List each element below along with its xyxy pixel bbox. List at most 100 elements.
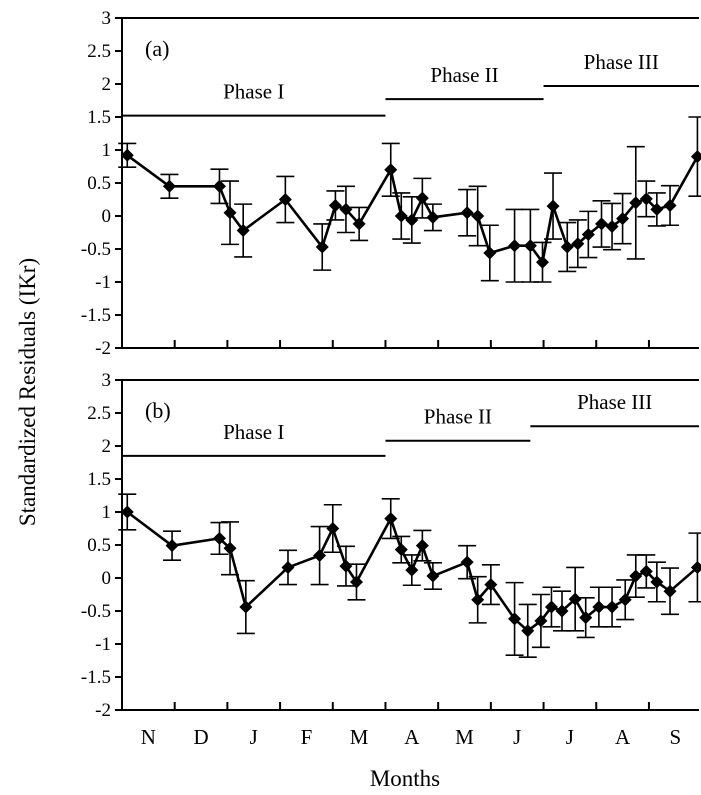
panel-label: (b): [145, 398, 171, 423]
month-label: A: [615, 725, 631, 749]
phase-label: Phase I: [223, 80, 284, 104]
data-point: [352, 217, 366, 231]
data-point: [394, 543, 408, 557]
y-tick-label: -1: [95, 634, 111, 655]
y-tick-label: 1.5: [87, 469, 111, 490]
month-label: A: [404, 725, 420, 749]
data-point: [471, 593, 485, 607]
data-point: [544, 600, 558, 614]
month-label: J: [513, 725, 521, 749]
data-point: [571, 237, 585, 251]
data-point: [618, 593, 632, 607]
y-tick-label: -2: [95, 338, 111, 359]
data-point: [471, 209, 485, 223]
phase-label: Phase I: [223, 420, 284, 444]
data-point: [315, 240, 329, 254]
data-point: [384, 163, 398, 177]
data-point: [595, 217, 609, 231]
data-point: [212, 179, 226, 193]
data-point: [326, 522, 340, 535]
phase-label: Phase II: [430, 63, 498, 87]
data-point: [663, 198, 677, 212]
data-point: [650, 202, 664, 216]
data-point: [394, 209, 408, 223]
y-tick-label: -0.5: [81, 239, 111, 260]
y-tick-label: -1: [95, 272, 111, 293]
data-point: [349, 575, 363, 589]
data-point: [236, 224, 250, 238]
data-point: [223, 206, 237, 220]
data-point: [605, 220, 619, 234]
month-label: D: [193, 725, 208, 749]
data-point: [560, 240, 574, 254]
data-point: [508, 612, 522, 626]
data-point: [239, 600, 253, 614]
data-point: [546, 199, 560, 213]
data-point: [120, 505, 134, 519]
data-point: [278, 193, 292, 206]
data-point: [629, 196, 643, 210]
y-tick-label: 0.5: [87, 173, 111, 194]
month-label: J: [566, 725, 574, 749]
y-tick-label: -1.5: [81, 305, 111, 326]
data-point: [426, 569, 440, 583]
y-tick-label: 1: [102, 502, 112, 523]
data-point: [460, 555, 474, 569]
y-tick-label: 2: [102, 74, 112, 95]
data-point: [328, 198, 342, 212]
data-point: [484, 578, 498, 592]
data-point: [415, 191, 429, 205]
y-tick-label: 0.5: [87, 535, 111, 556]
month-label: M: [455, 725, 474, 749]
data-point: [592, 600, 606, 614]
y-tick-label: -1.5: [81, 667, 111, 688]
data-point: [629, 569, 643, 583]
data-point: [555, 604, 569, 618]
phase-label: Phase II: [424, 405, 492, 429]
data-point: [639, 192, 653, 206]
data-point: [460, 206, 474, 220]
panel-label: (a): [145, 36, 169, 61]
data-point: [339, 559, 353, 573]
phase-label: Phase III: [577, 390, 652, 414]
data-point: [650, 575, 664, 589]
data-point: [120, 148, 134, 162]
y-tick-label: 1.5: [87, 107, 111, 128]
data-point: [426, 210, 440, 224]
data-point: [690, 560, 701, 574]
month-label: S: [669, 725, 681, 749]
data-point: [281, 560, 295, 574]
data-point: [384, 512, 398, 526]
month-label: J: [250, 725, 258, 749]
data-point: [339, 202, 353, 216]
y-tick-label: 3: [102, 8, 112, 29]
phase-label: Phase III: [584, 50, 659, 74]
data-point: [605, 600, 619, 614]
data-point: [508, 239, 522, 253]
y-tick-label: 2.5: [87, 41, 111, 62]
y-tick-label: 1: [102, 140, 112, 161]
data-point: [165, 539, 179, 553]
data-point: [162, 179, 176, 193]
month-label: F: [301, 725, 313, 749]
panel-a: 3 2.5 2 1.5 1 0.5 0 -0.5 -1 -1.5 -2 (a) Phase I Phase…: [81, 8, 701, 359]
month-label: M: [350, 725, 369, 749]
data-point: [212, 531, 226, 545]
y-tick-label: 2: [102, 436, 112, 457]
y-tick-label: -2: [95, 700, 111, 721]
data-point: [405, 213, 419, 227]
y-axis-title: Standardized Residuals (IKr): [15, 258, 40, 526]
x-axis-title: Months: [370, 766, 440, 791]
data-point: [690, 150, 701, 164]
data-point: [313, 549, 327, 563]
data-point: [616, 212, 630, 226]
y-tick-label: 0: [102, 568, 112, 589]
data-point: [483, 246, 497, 260]
data-point: [405, 563, 419, 577]
panel-b: 3 2.5 2 1.5 1 0.5 0 -0.5 -1 -1.5 -2 (b) Phase I Phase…: [81, 370, 701, 721]
data-point: [639, 564, 653, 578]
y-tick-label: 0: [102, 206, 112, 227]
month-label: N: [141, 725, 156, 749]
